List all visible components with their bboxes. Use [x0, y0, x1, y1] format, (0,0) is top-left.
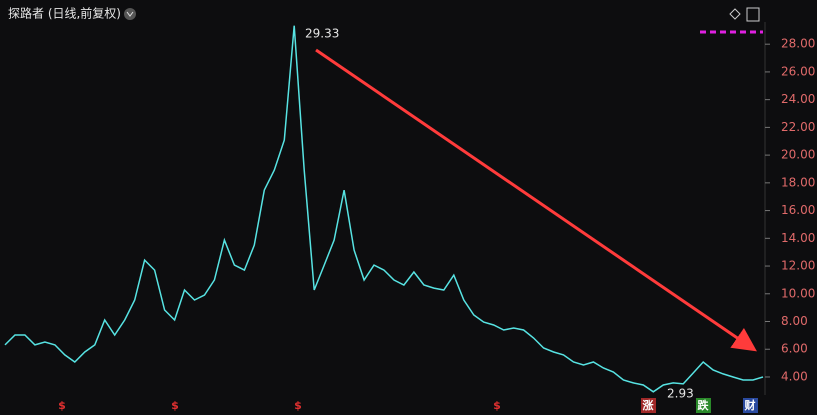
event-marker[interactable]: $ — [58, 399, 66, 412]
y-tick-label: 10.00 — [781, 286, 815, 300]
marker-box — [641, 398, 656, 413]
event-marker[interactable]: 跌 — [698, 398, 710, 412]
diamond-button[interactable] — [729, 8, 741, 20]
event-marker[interactable]: $ — [171, 399, 179, 412]
y-tick-label: 6.00 — [781, 342, 808, 356]
marker-box — [696, 398, 711, 413]
low-label: 2.93 — [667, 387, 694, 401]
menu-button[interactable] — [124, 8, 136, 20]
event-marker[interactable]: $ — [294, 399, 302, 412]
marker-box — [743, 398, 758, 413]
y-tick-label: 4.00 — [781, 369, 808, 383]
event-marker[interactable]: 涨 — [643, 398, 654, 412]
y-tick-label: 16.00 — [781, 203, 815, 217]
y-tick-label: 12.00 — [781, 259, 815, 273]
y-tick-label: 28.00 — [781, 37, 815, 51]
y-tick-label: 14.00 — [781, 231, 815, 245]
price-line — [4, 25, 764, 393]
chart-title: 探路者 (日线,前复权) — [8, 6, 121, 21]
menu-icon — [126, 11, 134, 17]
y-tick-label: 20.00 — [781, 148, 815, 162]
high-label: 29.33 — [305, 27, 339, 41]
y-tick-label: 24.00 — [781, 92, 815, 106]
panel-button[interactable] — [746, 7, 760, 22]
trend-arrow — [315, 48, 757, 352]
y-tick-label: 22.00 — [781, 120, 815, 134]
y-tick-label: 8.00 — [781, 314, 808, 328]
y-tick-label: 18.00 — [781, 175, 815, 189]
event-marker[interactable]: 财 — [744, 398, 756, 412]
y-tick-label: 26.00 — [781, 64, 815, 78]
event-marker[interactable]: $ — [493, 399, 501, 412]
